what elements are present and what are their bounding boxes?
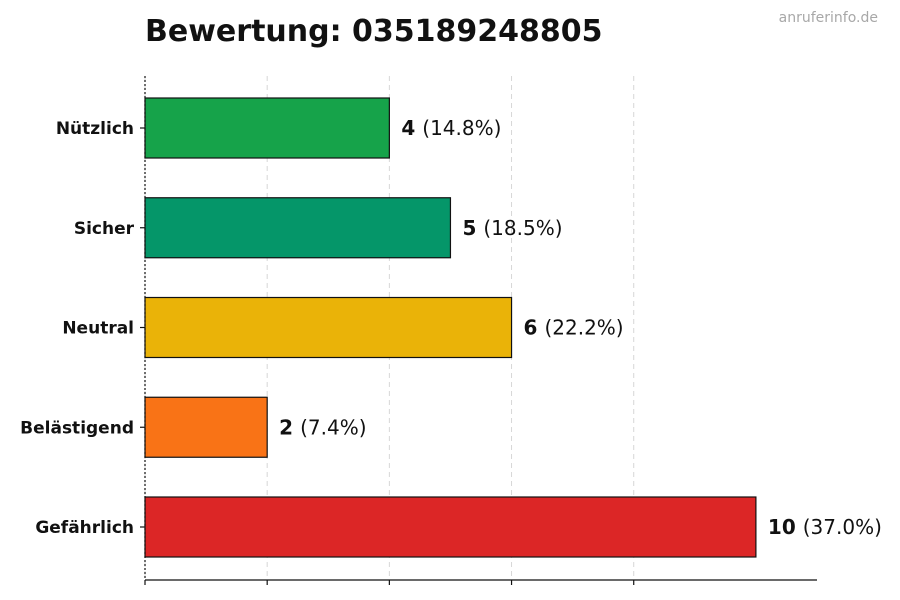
watermark: anruferinfo.de: [779, 10, 878, 26]
bar-4: [144, 496, 757, 558]
category-label: Sicher: [74, 219, 135, 239]
value-count: 2: [279, 415, 293, 439]
value-label: 4 (14.8%): [401, 116, 501, 140]
value-label: 5 (18.5%): [462, 216, 562, 240]
category-label: Neutral: [62, 319, 134, 339]
value-count: 5: [462, 216, 476, 240]
bar-2: [144, 296, 513, 359]
category-labels: Nützlich Sicher Neutral Belästigend Gefährli…: [20, 119, 134, 538]
bar-1: [144, 197, 452, 259]
value-percent: (22.2%): [544, 316, 623, 340]
category-label: Belästigend: [20, 418, 134, 438]
bar-0: [144, 97, 390, 159]
axes: [140, 76, 817, 585]
value-percent: (14.8%): [422, 116, 501, 140]
bars: [144, 97, 757, 558]
value-label: 10 (37.0%): [768, 515, 882, 539]
value-percent: (18.5%): [483, 216, 562, 240]
value-percent: (37.0%): [803, 515, 882, 539]
value-count: 10: [768, 515, 796, 539]
value-label: 6 (22.2%): [524, 316, 624, 340]
value-labels: 4 (14.8%) 5 (18.5%) 6 (22.2%) 2 (7.4%) 10 (37.0%): [279, 116, 882, 539]
value-percent: (7.4%): [300, 415, 366, 439]
category-label: Gefährlich: [35, 518, 134, 538]
bar-3: [144, 396, 268, 458]
category-label: Nützlich: [56, 119, 134, 139]
value-label: 2 (7.4%): [279, 415, 366, 439]
value-count: 6: [524, 316, 538, 340]
chart-title: Bewertung: 035189248805: [145, 14, 603, 49]
value-count: 4: [401, 116, 415, 140]
